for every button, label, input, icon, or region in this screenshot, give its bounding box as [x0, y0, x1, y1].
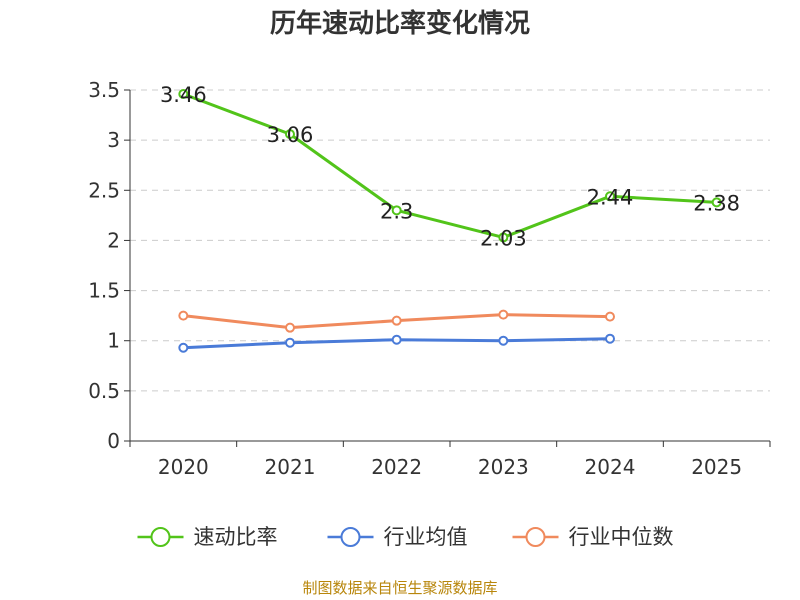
legend-marker	[150, 527, 171, 547]
data-point[interactable]	[605, 191, 615, 202]
data-point[interactable]	[391, 334, 402, 345]
data-point[interactable]	[711, 197, 722, 208]
x-tick-label: 2023	[478, 455, 529, 479]
legend-item-1[interactable]: 行业均值	[327, 525, 468, 549]
source-note: 制图数据来自恒生聚源数据库	[302, 579, 497, 597]
data-labels: 3.46 3.06 2.3 2.03 2.44 2.38	[160, 83, 740, 250]
legend[interactable]: 速动比率 行业均值 行业中位数	[137, 525, 674, 549]
data-label: 3.06	[267, 123, 314, 147]
legend-label: 行业中位数	[569, 525, 674, 549]
data-point[interactable]	[285, 129, 295, 140]
data-point[interactable]	[178, 342, 189, 353]
y-tick-label: 3.5	[88, 78, 120, 102]
y-tick-label: 1.5	[88, 279, 120, 303]
data-point[interactable]	[285, 337, 295, 348]
data-point[interactable]	[178, 89, 189, 100]
data-label: 2.3	[380, 199, 413, 223]
x-tick-label: 2025	[691, 455, 742, 479]
data-point[interactable]	[605, 333, 615, 344]
y-tick-label: 3	[107, 128, 120, 152]
legend-label: 速动比率	[194, 525, 278, 549]
x-tick-label: 2024	[585, 455, 636, 479]
x-tick-label: 2022	[371, 455, 422, 479]
data-label: 2.38	[693, 191, 740, 215]
data-label: 2.03	[480, 226, 527, 250]
data-point[interactable]	[498, 309, 509, 320]
y-tick-label: 2	[107, 228, 120, 252]
data-point[interactable]	[391, 205, 402, 216]
chart-title: 历年速动比率变化情况	[270, 8, 530, 39]
series-line-0	[182, 92, 717, 239]
series-layer	[178, 89, 722, 353]
legend-item-2[interactable]: 行业中位数	[512, 525, 674, 549]
data-point[interactable]	[391, 315, 402, 326]
legend-marker	[340, 527, 361, 547]
data-point[interactable]	[498, 232, 509, 243]
data-point[interactable]	[178, 310, 189, 321]
x-tick-label: 2021	[265, 455, 316, 479]
y-tick-label: 0.5	[88, 379, 120, 403]
y-tick-label: 1	[107, 329, 120, 353]
axes: 0 0.5 1 1.5 2 2.5 3 3.5 2020 2021 2022 2023 2024 2025	[88, 78, 771, 479]
x-tick-label: 2020	[158, 455, 209, 479]
y-tick-label: 0	[107, 429, 120, 453]
data-point[interactable]	[605, 311, 615, 322]
data-point[interactable]	[498, 335, 509, 346]
data-label: 3.46	[160, 83, 207, 107]
y-tick-label: 2.5	[88, 178, 120, 202]
legend-item-0[interactable]: 速动比率	[137, 525, 278, 549]
data-point[interactable]	[285, 322, 295, 333]
data-label: 2.44	[587, 185, 634, 209]
legend-label: 行业均值	[384, 525, 468, 549]
legend-marker	[525, 527, 546, 547]
